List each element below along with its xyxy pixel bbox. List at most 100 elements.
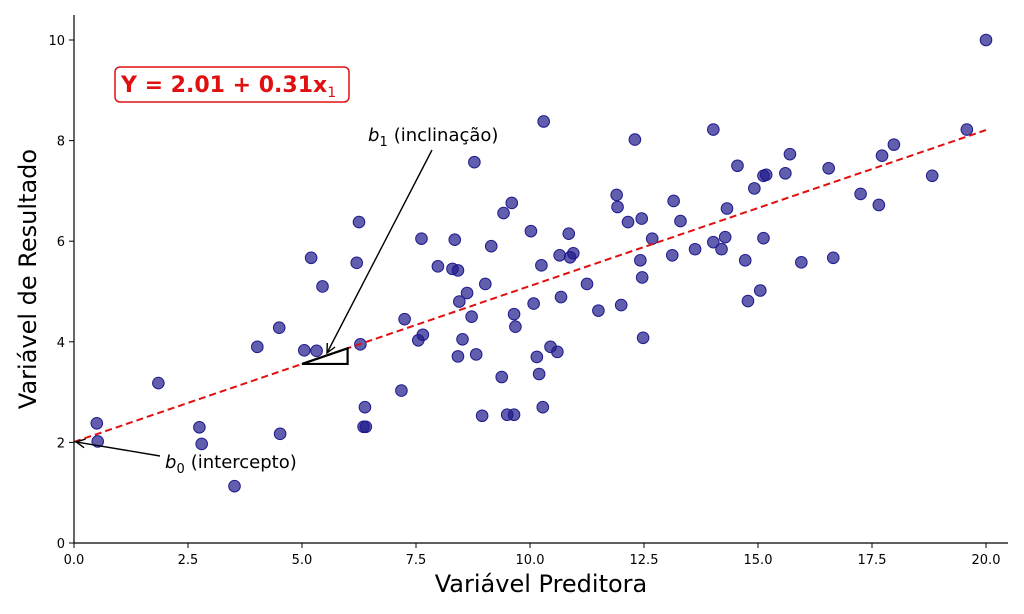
data-point <box>610 188 623 202</box>
x-tick-label: 10.0 <box>516 553 545 568</box>
y-axis-title: Variável de Resultado <box>14 149 42 409</box>
regression-line <box>73 129 987 443</box>
x-ticks: 0.0 2.5 5.0 7.5 10.0 12.5 15.0 17.5 20.0 <box>64 543 1001 568</box>
data-point <box>795 256 808 269</box>
data-point <box>779 166 792 180</box>
x-tick-label: 5.0 <box>292 553 313 568</box>
data-point <box>358 400 372 414</box>
data-point <box>634 254 647 267</box>
intercept-annotation: b0 (intercepto) <box>165 452 297 477</box>
data-point <box>479 277 492 291</box>
data-point <box>297 344 311 357</box>
data-point <box>195 437 208 451</box>
data-point <box>621 215 635 229</box>
data-point <box>352 215 366 229</box>
data-point <box>495 370 509 384</box>
data-point <box>872 198 886 212</box>
data-point <box>759 168 773 182</box>
data-point <box>497 206 510 220</box>
data-point <box>451 264 465 277</box>
data-point <box>580 277 594 291</box>
data-point <box>562 227 576 240</box>
intercept-arrow <box>75 441 161 457</box>
data-point <box>416 328 430 342</box>
data-point <box>731 159 744 173</box>
data-point <box>505 196 519 210</box>
y-ticks: 0 2 4 6 8 10 <box>48 34 74 552</box>
intercept-subscript: 0 <box>176 462 184 477</box>
data-point <box>592 304 605 317</box>
data-point <box>535 259 548 272</box>
data-point <box>398 312 411 326</box>
data-point <box>304 251 318 265</box>
data-point <box>475 409 489 423</box>
y-tick-label: 0 <box>57 537 65 552</box>
data-point <box>524 224 538 238</box>
x-tick-label: 12.5 <box>630 553 659 568</box>
x-tick-label: 20.0 <box>972 553 1001 568</box>
data-point <box>395 384 408 397</box>
data-point <box>251 340 264 354</box>
data-point <box>674 214 687 228</box>
data-point <box>536 400 550 414</box>
data-point <box>228 479 241 493</box>
slope-triangle <box>301 346 349 366</box>
data-point <box>451 350 465 363</box>
data-point <box>553 248 566 262</box>
data-point <box>707 123 720 136</box>
data-point <box>91 435 105 448</box>
data-point <box>90 416 104 430</box>
data-point <box>532 367 546 381</box>
data-point <box>509 320 522 334</box>
data-point <box>415 232 428 245</box>
data-point <box>667 194 680 208</box>
data-point <box>359 420 373 434</box>
x-tick-label: 17.5 <box>858 553 887 568</box>
data-point <box>469 348 483 361</box>
data-point <box>614 298 628 312</box>
data-point <box>273 427 287 441</box>
equation-main: Y = 2.01 + 0.31x <box>120 73 327 98</box>
y-tick-label: 10 <box>48 34 65 49</box>
data-point <box>350 256 364 270</box>
data-point <box>636 331 650 345</box>
data-point <box>272 321 286 335</box>
data-point <box>484 239 498 253</box>
data-point <box>635 271 649 284</box>
intercept-text: (intercepto) <box>191 452 297 473</box>
data-point <box>979 33 993 47</box>
data-point <box>527 297 540 310</box>
data-point <box>783 147 797 161</box>
slope-annotation: b1 (inclinação) <box>368 125 498 150</box>
data-point <box>448 233 462 246</box>
data-point <box>960 123 974 136</box>
data-point <box>645 232 659 245</box>
slope-subscript: 1 <box>379 135 387 150</box>
data-point <box>310 344 323 358</box>
slope-symbol: b <box>368 125 379 146</box>
data-point <box>715 242 728 256</box>
data-point <box>456 332 469 346</box>
data-point <box>468 155 481 169</box>
data-point <box>537 115 550 128</box>
data-point <box>460 286 474 300</box>
y-tick-label: 6 <box>57 235 65 250</box>
data-point <box>316 280 329 293</box>
equation-text: Y = 2.01 + 0.31x1 <box>120 73 336 101</box>
data-point <box>925 169 939 183</box>
x-tick-label: 0.0 <box>64 553 85 568</box>
data-point <box>554 290 568 304</box>
y-tick-label: 2 <box>57 436 65 451</box>
data-point <box>635 212 649 225</box>
data-point <box>628 133 642 146</box>
x-tick-label: 15.0 <box>744 553 773 568</box>
data-point <box>152 376 165 390</box>
slope-arrow <box>326 149 433 354</box>
equation-subscript: 1 <box>327 85 336 101</box>
data-point <box>720 202 734 215</box>
points-layer <box>90 33 993 493</box>
data-point <box>718 230 732 244</box>
data-point <box>193 421 206 434</box>
data-point <box>757 231 770 245</box>
